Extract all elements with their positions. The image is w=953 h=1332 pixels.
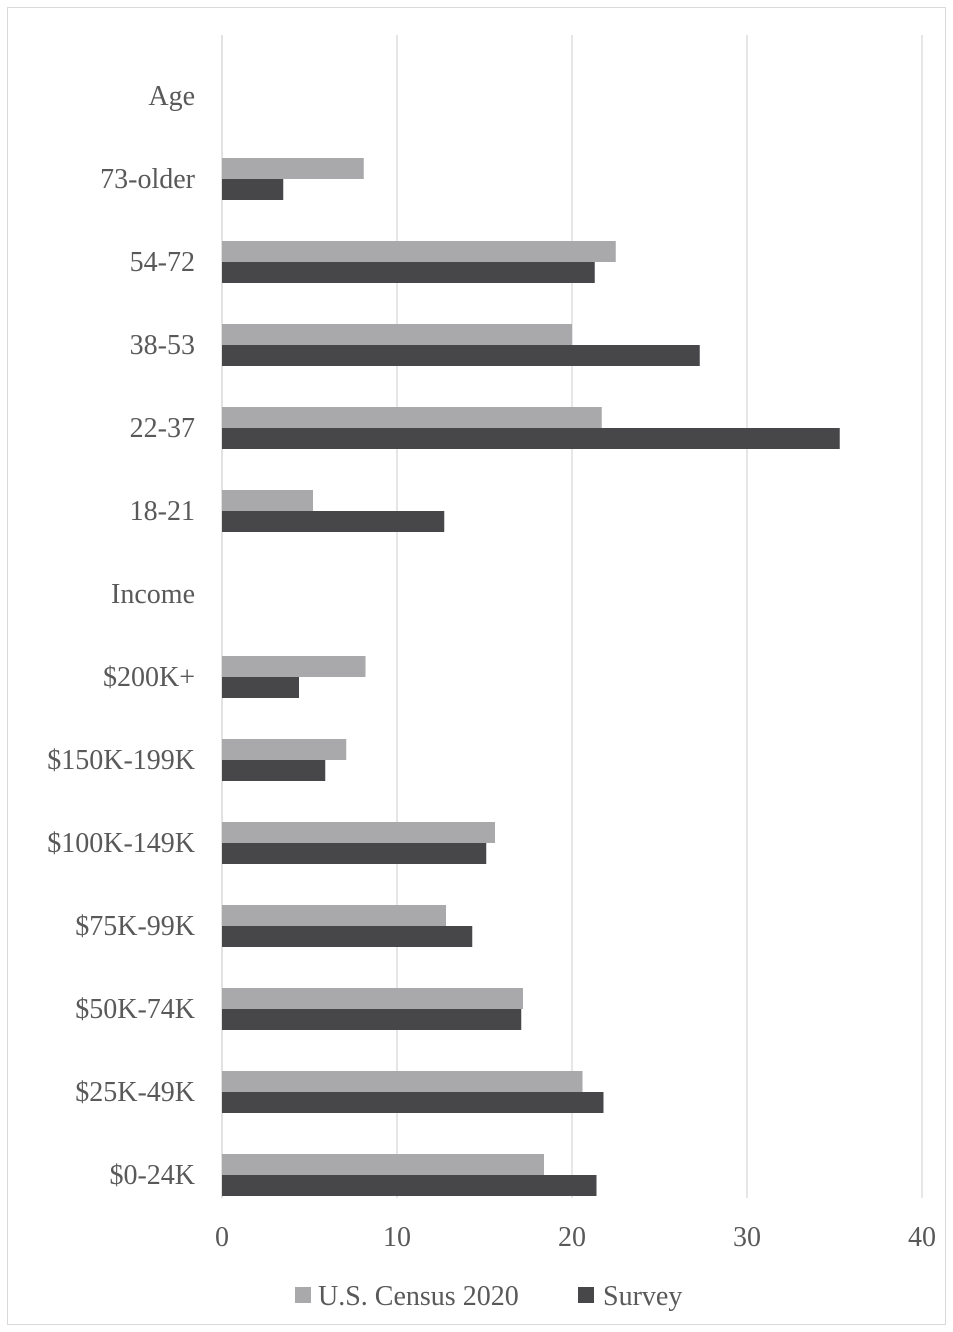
legend-swatch <box>578 1287 594 1303</box>
legend-label: U.S. Census 2020 <box>318 1281 519 1312</box>
legend: U.S. Census 2020 Survey <box>295 1281 682 1312</box>
x-tick-label: 10 <box>383 1222 411 1253</box>
census-bar <box>222 490 313 511</box>
category-label: $100K-149K <box>47 828 195 859</box>
survey-bar <box>222 1175 597 1196</box>
category-labels: $0-24K $25K-49K $50K-74K $75K-99K $100K-149K… <box>47 81 195 1191</box>
category-label: 73-older <box>100 164 196 195</box>
census-bar <box>222 656 366 677</box>
x-tick-label: 0 <box>215 1222 229 1253</box>
census-bar <box>222 407 602 428</box>
category-label: Income <box>111 579 195 610</box>
census-bar <box>222 905 446 926</box>
survey-bar <box>222 677 299 698</box>
survey-bar <box>222 345 700 366</box>
category-label: Age <box>148 81 195 112</box>
census-bar <box>222 1154 544 1175</box>
category-label: $0-24K <box>109 1160 195 1191</box>
x-tick-label: 30 <box>733 1222 761 1253</box>
category-label: $50K-74K <box>75 994 195 1025</box>
category-label: 18-21 <box>130 496 195 527</box>
survey-bar <box>222 1009 522 1030</box>
survey-bar <box>222 926 473 947</box>
x-tick-labels: 0 10 20 30 40 <box>215 1222 936 1253</box>
category-label: 54-72 <box>130 247 195 278</box>
category-label: $150K-199K <box>47 745 195 776</box>
category-label: $25K-49K <box>75 1077 195 1108</box>
x-tick-label: 40 <box>908 1222 936 1253</box>
census-bar <box>222 241 616 262</box>
census-bar <box>222 1071 583 1092</box>
survey-bar <box>222 760 326 781</box>
survey-bar <box>222 511 445 532</box>
category-label: $200K+ <box>103 662 195 693</box>
survey-bar <box>222 262 595 283</box>
x-tick-label: 20 <box>558 1222 586 1253</box>
category-label: 38-53 <box>130 330 195 361</box>
bars <box>222 158 840 1196</box>
census-bar <box>222 822 495 843</box>
survey-bar <box>222 179 284 200</box>
census-bar <box>222 324 572 345</box>
legend-label: Survey <box>603 1281 682 1312</box>
census-bar <box>222 988 523 1009</box>
category-label: 22-37 <box>130 413 195 444</box>
legend-swatch <box>295 1287 311 1303</box>
survey-bar <box>222 428 840 449</box>
census-bar <box>222 158 364 179</box>
category-label: $75K-99K <box>75 911 195 942</box>
census-bar <box>222 739 347 760</box>
survey-bar <box>222 843 487 864</box>
survey-bar <box>222 1092 604 1113</box>
